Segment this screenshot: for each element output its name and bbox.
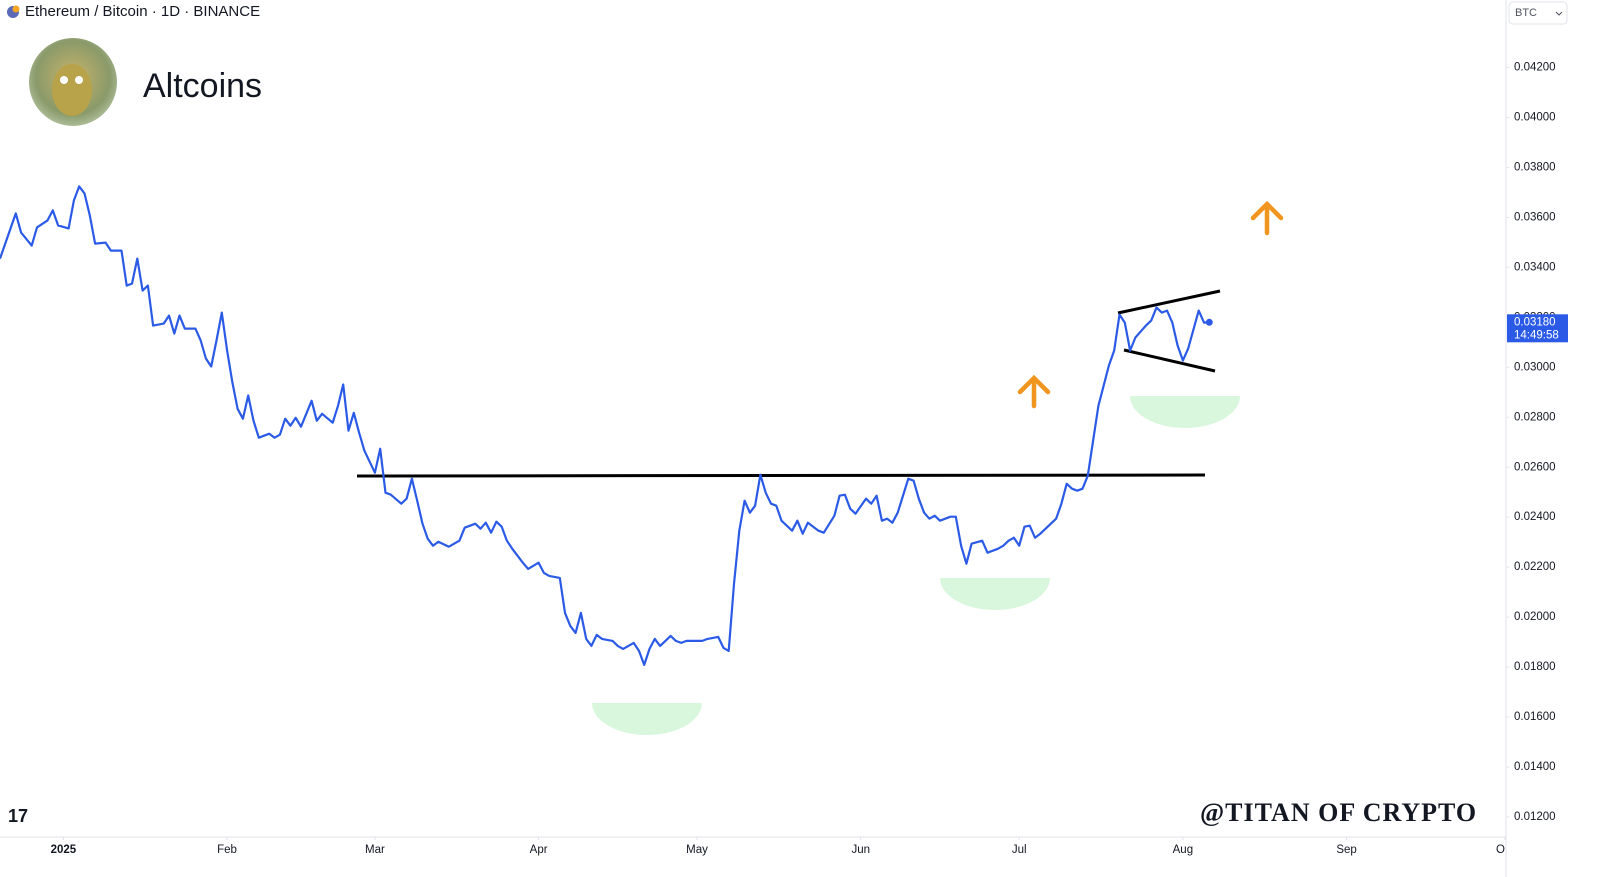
x-axis: 2025 Feb Mar Apr May Jun Jul Aug Sep Oct — [0, 836, 1515, 856]
y-tick-label: 0.01400 — [1514, 761, 1556, 773]
currency-button[interactable] — [1508, 1, 1568, 25]
resistance-line — [356, 473, 1206, 478]
symbol-icon — [12, 5, 20, 13]
dropdown-caret — [1555, 11, 1563, 16]
channel-name: Altcoins — [143, 67, 262, 105]
y-tick-label: 0.02400 — [1514, 511, 1556, 523]
x-tick-label: Mar — [365, 844, 385, 856]
symbol-title: Ethereum / Bitcoin · 1D · BINANCE — [25, 3, 260, 20]
avatar-eye — [60, 76, 68, 84]
highlight-arc — [1130, 396, 1240, 428]
price-axis-panel — [1506, 0, 1600, 877]
y-tick-label: 0.03600 — [1514, 211, 1556, 223]
y-tick-label: 0.02000 — [1514, 611, 1556, 623]
y-tick-label: 0.04000 — [1514, 111, 1556, 123]
countdown-label: 14:49:58 — [1514, 329, 1559, 341]
watermark: @TITAN OF CRYPTO — [1200, 798, 1477, 827]
plot-area — [0, 185, 1284, 735]
highlight-arc — [592, 703, 702, 735]
currency-label: BTC — [1515, 7, 1537, 19]
price-line — [0, 185, 1210, 666]
highlight-arc — [940, 578, 1050, 610]
y-tick-label: 0.03400 — [1514, 261, 1556, 273]
y-tick-label: 0.02200 — [1514, 561, 1556, 573]
x-tick-label: Sep — [1336, 844, 1356, 856]
last-price-tag — [1507, 314, 1568, 343]
avatar-eye — [75, 76, 83, 84]
y-tick-label: 0.03000 — [1514, 361, 1556, 373]
arrow-up — [1250, 200, 1284, 236]
y-tick-label: 0.03800 — [1514, 161, 1556, 173]
y-tick-label: 0.02800 — [1514, 411, 1556, 423]
tv-logo: 17 — [8, 806, 28, 826]
flag-top — [1117, 289, 1221, 315]
last-price-label: 0.03180 — [1514, 316, 1556, 328]
y-tick-label: 0.02600 — [1514, 461, 1556, 473]
y-tick-label: 0.01600 — [1514, 711, 1556, 723]
x-tick-label: 2025 — [51, 844, 77, 856]
x-tick-label: Feb — [217, 844, 237, 856]
avatar-face — [52, 64, 92, 116]
y-tick-label: 0.01800 — [1514, 661, 1556, 673]
y-tick-label: 0.01200 — [1514, 811, 1556, 823]
x-tick-label: Aug — [1173, 844, 1193, 856]
x-tick-label: Jul — [1012, 844, 1027, 856]
y-tick-label: 0.04200 — [1514, 61, 1556, 73]
x-tick-label: Jun — [851, 844, 870, 856]
arrow-up — [1017, 374, 1051, 409]
flag-bottom — [1123, 348, 1216, 373]
x-tick-label: May — [686, 844, 708, 856]
x-tick-label: Apr — [530, 844, 548, 856]
last-point — [1205, 318, 1213, 326]
